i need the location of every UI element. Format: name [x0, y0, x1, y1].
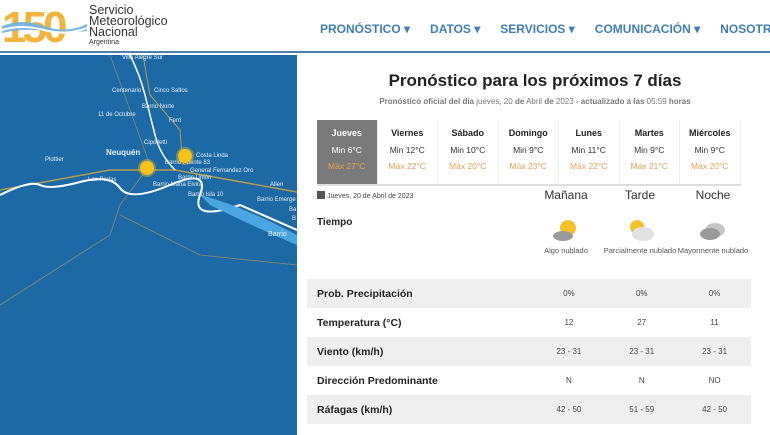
map-label: Cipolletti [144, 140, 168, 146]
map-label: Cinco Saltos [154, 88, 188, 94]
forecast-map[interactable]: Villa Alegre Sur Centenario Cinco Saltos… [0, 55, 297, 435]
map-label: Ferri [169, 118, 182, 124]
tab-sabado[interactable]: Sábado Min 10°C Máx 20°C [438, 120, 499, 184]
period-header: Tarde [624, 188, 656, 202]
smn-150-logo[interactable]: 150 [2, 4, 87, 46]
map-label: Neuquén [106, 148, 141, 157]
brand-line: Meteorológico [89, 14, 168, 28]
tab-lunes[interactable]: Lunes Min 11°C Máx 22°C [559, 120, 620, 184]
map-label: B [292, 216, 297, 222]
condition-tarde: Parcialmente nublado [600, 217, 680, 256]
map-label: Barrio Isla 10 [188, 192, 224, 198]
map-label: Plottier [45, 157, 64, 163]
map-label: Costa Linda [196, 153, 229, 159]
nav-pronostico[interactable]: PRONÓSTICO ▾ [320, 22, 411, 36]
table-row: Ráfagas (km/h) 42 - 50 51 - 59 42 - 50 [307, 395, 751, 424]
cloudy-icon [700, 223, 725, 240]
map-label: Las Perlas [88, 177, 117, 183]
map-label: Barrio Puente 83 [165, 160, 211, 166]
map-label: Villa Alegre Sur [122, 55, 163, 61]
tiempo-label: Tiempo [317, 217, 353, 228]
map-label: 11 de Octubre [98, 112, 136, 118]
partly-cloudy-icon [630, 220, 654, 241]
site-header: 150 Servicio Meteorológico Nacional Arge… [0, 0, 770, 53]
map-label: Barrio Unión [178, 175, 212, 181]
brand-name: Servicio Meteorológico Nacional Argentin… [89, 3, 168, 47]
sun-cloud-icon [553, 220, 576, 241]
map-label: Allen [270, 182, 284, 188]
map-label: Ba [289, 207, 297, 213]
page-title: Pronóstico para los próximos 7 días [388, 71, 682, 90]
brand-country: Argentina [89, 39, 119, 46]
tab-domingo[interactable]: Domingo Min 9°C Máx 23°C [499, 120, 559, 184]
map-label: Barrio [268, 231, 287, 238]
map-label: Barrio Emerge [257, 197, 296, 203]
table-row: Prob. Precipitación 0% 0% 0% [307, 279, 751, 308]
tab-viernes[interactable]: Viernes Min 12°C Máx 22°C [378, 120, 438, 184]
tab-miercoles[interactable]: Miércoles Min 9°C Máx 20°C [680, 120, 741, 184]
selected-date: Jueves, 20 de Abril de 2023 [317, 191, 413, 200]
table-row: Dirección Predominante N N NO [317, 374, 721, 387]
map-label: Centenario [112, 88, 142, 94]
day-tabs: Jueves Min 6°C Máx 27°C Viernes Min 12°C Máx… [317, 120, 741, 186]
map-label: Barrio Maria Elvira [153, 182, 203, 188]
nav-servicios[interactable]: SERVICIOS ▾ [500, 22, 575, 36]
nav-datos[interactable]: DATOS ▾ [430, 22, 481, 36]
nav-nosotros[interactable]: NOSOTROS ▾ [720, 22, 770, 36]
forecast-subtitle: Pronóstico oficial del día jueves, 20 de… [379, 97, 691, 106]
table-row: Viento (km/h) 23 - 31 23 - 31 23 - 31 [307, 337, 751, 366]
table-row: Temperatura (°C) 12 27 11 [317, 316, 719, 329]
forecast-panel: Pronóstico para los próximos 7 días Pron… [300, 55, 770, 435]
sun-icon[interactable] [140, 161, 154, 175]
brand-line: Servicio [89, 3, 134, 17]
condition-manana: Algo nublado [526, 217, 606, 256]
period-header: Mañana [544, 188, 588, 202]
brand-line: Nacional [89, 25, 138, 39]
map-label: Barrio Norte [142, 104, 175, 110]
tab-martes[interactable]: Martes Min 9°C Máx 21°C [620, 120, 680, 184]
calendar-icon [317, 191, 325, 199]
map-lines [0, 55, 297, 306]
map-label: General Fernandez Oro [190, 168, 254, 174]
sun-icon[interactable] [178, 149, 192, 163]
main-nav: PRONÓSTICO ▾ DATOS ▾ SERVICIOS ▾ COMUNIC… [320, 22, 770, 36]
condition-noche: Mayormente nublado [673, 217, 753, 256]
period-header: Noche [695, 188, 731, 202]
tab-jueves[interactable]: Jueves Min 6°C Máx 27°C [317, 120, 378, 184]
nav-comunicacion[interactable]: COMUNICACIÓN ▾ [594, 22, 701, 36]
